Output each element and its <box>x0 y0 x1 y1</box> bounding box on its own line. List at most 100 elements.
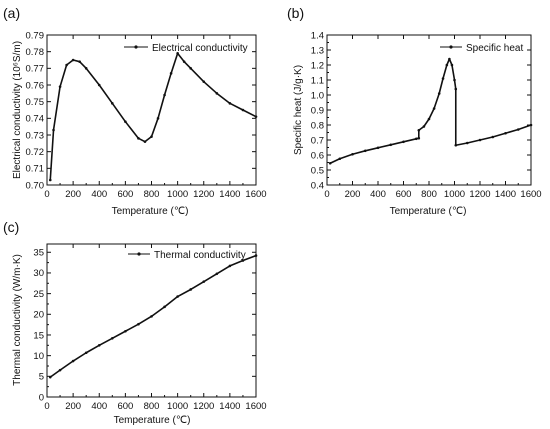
y-tick-label: 0.8 <box>311 120 324 131</box>
data-point <box>441 77 445 80</box>
x-axis-title-c: Temperature (℃) <box>114 415 191 426</box>
plot-frame <box>46 34 257 186</box>
data-point <box>124 120 127 123</box>
panel-electrical-conductivity: (a) 0 200 400 600 800 1000 1200 1400 1600 0.70 0.7… <box>3 5 267 217</box>
y-axis-title-c: Thermal conductivity (W/m·K) <box>12 254 23 386</box>
data-point <box>52 128 55 132</box>
data-point <box>215 272 219 276</box>
series-line <box>49 254 257 378</box>
data-point <box>402 140 405 144</box>
panel-label-b: (b) <box>287 5 304 21</box>
data-point <box>328 161 332 165</box>
y-axis-title-a: Electrical conductivity (10⁶S/m) <box>12 41 23 179</box>
data-point <box>427 117 431 121</box>
y-tick-label: 0.5 <box>311 165 324 176</box>
y-tick-label: 0.71 <box>26 164 45 175</box>
series-electrical-conductivity <box>48 52 258 182</box>
y-tick-label: 0.73 <box>26 130 45 141</box>
data-point <box>202 80 206 83</box>
x-axis-title-a: Temperature (℃) <box>112 206 189 217</box>
data-point <box>516 128 520 131</box>
y-tick-label: 0.77 <box>26 64 45 75</box>
legend-label-b: Specific heat <box>466 43 523 54</box>
data-point <box>417 128 421 132</box>
data-point <box>228 102 232 105</box>
data-point <box>202 280 206 283</box>
data-point <box>176 295 179 298</box>
x-axis-title-b: Temperature (℃) <box>390 206 467 217</box>
plot-frame <box>46 243 257 398</box>
y-tick-label: 0.74 <box>26 114 45 125</box>
legend-label-a: Electrical conductivity <box>152 43 248 54</box>
x-tick-label: 800 <box>421 189 437 200</box>
y-tick-label: 25 <box>33 289 44 300</box>
y-tick-label: 1.3 <box>311 45 324 56</box>
y-tick-label: 0.75 <box>26 97 45 108</box>
data-point <box>448 57 451 61</box>
x-tick-label: 1200 <box>193 189 214 200</box>
data-point <box>58 85 62 88</box>
data-point <box>150 135 153 138</box>
data-point <box>453 78 456 82</box>
panel-thermal-conductivity: (c) 0 200 400 600 800 1000 1200 1400 1600 0 5 10 15 2… <box>3 219 267 426</box>
data-point <box>414 137 418 141</box>
y-tick-label: 1.0 <box>311 90 324 101</box>
x-tick-label: 800 <box>144 189 160 200</box>
legend-b: Specific heat <box>440 43 523 54</box>
y-tick-label: 0.4 <box>311 180 324 191</box>
y-tick-label: 1.4 <box>311 30 324 41</box>
data-point <box>163 93 166 97</box>
legend-marker-c <box>137 252 141 256</box>
axes-a: 0 200 400 600 800 1000 1200 1400 1600 0.70 0.71 0.7… <box>26 30 267 200</box>
data-point <box>215 92 219 95</box>
data-point <box>78 60 81 63</box>
x-tick-label: 0 <box>44 401 49 412</box>
x-tick-label: 200 <box>345 189 361 200</box>
series-line <box>49 52 257 181</box>
data-point <box>48 375 52 379</box>
data-point <box>491 135 495 139</box>
y-tick-label: 5 <box>39 372 44 383</box>
y-tick-label: 1.2 <box>311 60 324 71</box>
y-tick-label: 0.76 <box>26 80 45 91</box>
x-tick-label: 600 <box>117 189 133 200</box>
data-point <box>338 157 342 161</box>
y-tick-label: 10 <box>33 351 44 362</box>
data-point <box>48 178 52 182</box>
x-tick-label: 1000 <box>167 189 188 200</box>
y-tick-label: 0.7 <box>311 135 324 146</box>
x-tick-label: 1400 <box>219 189 240 200</box>
x-tick-label: 1400 <box>219 401 240 412</box>
panel-label-a: (a) <box>3 5 20 21</box>
legend-label-c: Thermal conductivity <box>154 250 246 261</box>
x-tick-label: 1600 <box>520 189 541 200</box>
y-tick-label: 0.79 <box>26 30 45 41</box>
x-tick-label: 1200 <box>469 189 490 200</box>
data-point <box>169 72 173 75</box>
x-tick-label: 0 <box>44 189 49 200</box>
y-tick-label: 20 <box>33 310 44 321</box>
x-tick-label: 1600 <box>245 401 266 412</box>
data-point <box>150 315 153 318</box>
panel-label-c: (c) <box>3 219 19 235</box>
data-point <box>465 141 469 145</box>
data-point <box>450 63 454 67</box>
data-point <box>422 125 426 128</box>
y-tick-label: 30 <box>33 268 44 279</box>
x-tick-label: 1400 <box>495 189 516 200</box>
series-thermal-conductivity <box>48 254 258 379</box>
data-point <box>445 63 449 67</box>
data-point <box>478 138 482 142</box>
data-point <box>351 152 354 156</box>
x-tick-label: 400 <box>91 189 107 200</box>
plot-frame <box>326 34 532 186</box>
x-tick-label: 600 <box>117 401 133 412</box>
y-tick-label: 0.6 <box>311 150 324 161</box>
series-specific-heat <box>328 57 533 165</box>
data-point <box>58 368 62 372</box>
data-point <box>137 322 140 326</box>
y-tick-label: 15 <box>33 330 44 341</box>
data-point <box>182 60 186 63</box>
y-tick-label: 0.72 <box>26 147 45 158</box>
